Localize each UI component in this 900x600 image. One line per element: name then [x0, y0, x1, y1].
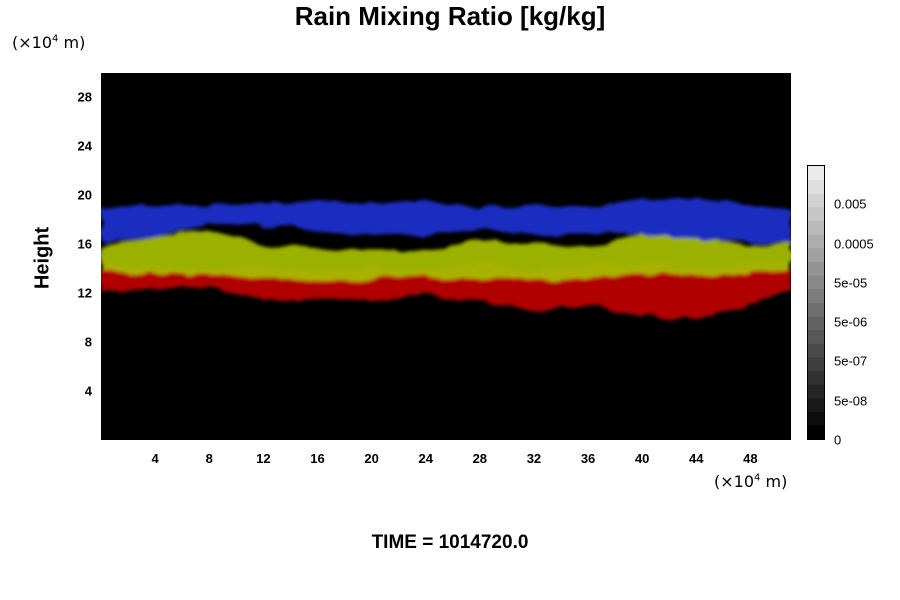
x-unit-exponent: 4 [754, 472, 761, 484]
y-unit-exponent: 4 [52, 33, 59, 45]
time-label: TIME = 1014720.0 [371, 532, 529, 553]
rain-layer-1 [101, 229, 791, 281]
colorbar-step [808, 234, 824, 249]
x-tick-label: 8 [205, 451, 213, 466]
x-tick-label: 28 [472, 451, 488, 466]
colorbar-step [808, 425, 824, 439]
plot-area [101, 73, 791, 440]
colorbar-label: 0.005 [834, 196, 867, 212]
x-unit-suffix: m) [760, 472, 788, 491]
colorbar-label: 0.0005 [834, 236, 874, 252]
x-tick-label: 48 [743, 451, 758, 466]
x-tick-label: 24 [418, 451, 433, 466]
colorbar-step [808, 411, 824, 426]
y-axis-unit: (×104 m) [12, 33, 85, 52]
colorbar-step [808, 247, 824, 262]
colorbar-step [808, 316, 824, 331]
colorbar-label: 5e-06 [834, 314, 868, 330]
y-unit-suffix: m) [58, 33, 86, 52]
colorbar-step [808, 275, 824, 290]
chart-title: Rain Mixing Ratio [kg/kg] [294, 1, 606, 31]
y-tick-label: 8 [84, 334, 92, 350]
colorbar-step [808, 398, 824, 412]
colorbar-label: 5e-08 [834, 393, 868, 409]
colorbar-step [808, 261, 824, 276]
y-tick-label: 4 [84, 383, 92, 399]
colorbar-step [808, 220, 824, 235]
colorbar-step [808, 370, 824, 385]
colorbar-step [808, 329, 824, 344]
rain-layers [101, 197, 791, 321]
x-tick-label: 16 [310, 451, 325, 466]
x-tick-label: 4 [151, 451, 159, 466]
y-unit-prefix: (×10 [12, 33, 53, 52]
colorbar-label: 5e-07 [834, 353, 868, 369]
x-unit-prefix: (×10 [714, 472, 755, 491]
colorbar [807, 165, 825, 440]
colorbar-step [808, 302, 824, 317]
x-tick-label: 40 [634, 451, 650, 466]
y-tick-label: 20 [77, 187, 92, 203]
x-tick-label: 20 [364, 451, 379, 466]
colorbar-label: 5e-05 [834, 275, 868, 291]
colorbar-step [808, 179, 824, 194]
x-tick-label: 36 [580, 451, 596, 466]
colorbar-step [808, 357, 824, 372]
x-axis-unit: (×104 m) [714, 472, 787, 491]
colorbar-step [808, 343, 824, 358]
colorbar-step [808, 384, 824, 399]
colorbar-step [808, 206, 824, 221]
colorbar-step [808, 193, 824, 208]
x-tick-label: 32 [526, 451, 542, 466]
y-tick-label: 12 [77, 285, 92, 301]
y-tick-label: 16 [77, 236, 92, 252]
colorbar-step [808, 288, 824, 303]
x-tick-label: 44 [689, 451, 704, 466]
colorbar-step [808, 166, 824, 180]
x-tick-label: 12 [256, 451, 271, 466]
y-axis-label: Height [31, 226, 54, 290]
rain-layer-2 [101, 197, 791, 245]
y-tick-label: 28 [77, 89, 92, 105]
y-tick-label: 24 [77, 138, 92, 154]
colorbar-label: 0 [834, 432, 842, 448]
